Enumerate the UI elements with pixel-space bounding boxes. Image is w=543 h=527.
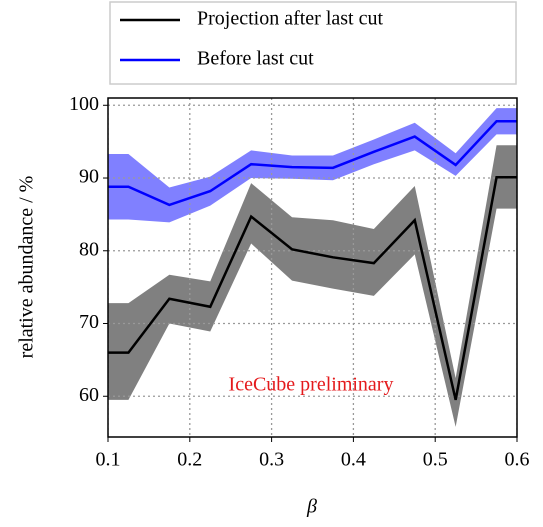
line bbox=[108, 176, 517, 401]
x-axis-label: β bbox=[306, 496, 317, 518]
y-axis-label: relative abundance / % bbox=[16, 176, 38, 359]
x-tick-label: 0.2 bbox=[177, 449, 202, 471]
plot-frame bbox=[107, 97, 518, 438]
legend-label: Projection after last cut bbox=[197, 8, 383, 30]
y-tick-label: 60 bbox=[79, 384, 99, 406]
error-band bbox=[108, 145, 517, 427]
x-tick-label: 0.3 bbox=[259, 449, 284, 471]
x-tick-label: 0.5 bbox=[423, 449, 448, 471]
y-tick-label: 80 bbox=[79, 238, 99, 260]
y-tick-label: 100 bbox=[69, 93, 99, 115]
y-tick-label: 90 bbox=[79, 166, 99, 188]
y-tick-label: 70 bbox=[79, 311, 99, 333]
legend-box bbox=[109, 1, 517, 85]
annotation: IceCube preliminary bbox=[229, 374, 394, 396]
x-tick-label: 0.6 bbox=[505, 449, 530, 471]
x-tick-label: 0.4 bbox=[341, 449, 366, 471]
legend-label: Before last cut bbox=[197, 48, 314, 70]
x-tick-label: 0.1 bbox=[96, 449, 121, 471]
plot bbox=[108, 98, 517, 437]
line bbox=[108, 120, 517, 207]
